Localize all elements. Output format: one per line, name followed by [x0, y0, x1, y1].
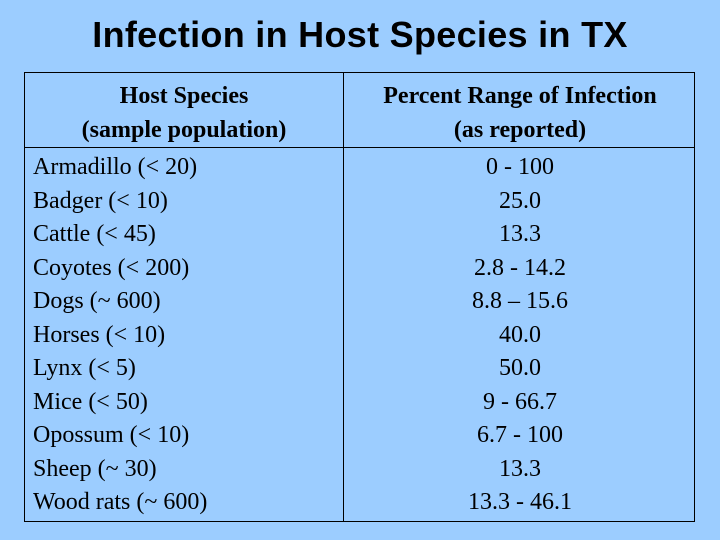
range-cell: 0 - 100: [486, 154, 554, 180]
header-percent-range-line-1: Percent Range of Infection: [383, 83, 657, 109]
species-cell: Wood rats (~ 600): [33, 489, 208, 515]
range-cell: 8.8 – 15.6: [472, 288, 568, 314]
header-host-species-line-2: (sample population): [81, 117, 287, 143]
species-cell: Horses (< 10): [33, 321, 166, 348]
range-cell: 13.3 - 46.1: [468, 489, 572, 515]
species-cell: Dogs (~ 600): [33, 288, 161, 314]
range-cell: 6.7 - 100: [477, 422, 563, 448]
slide-title: Infection in Host Species in TX: [92, 14, 628, 55]
range-cell: 50.0: [499, 355, 541, 381]
species-cell: Coyotes (< 200): [33, 254, 190, 281]
species-cell: Badger (< 10): [33, 187, 168, 214]
species-cell: Lynx (< 5): [33, 355, 136, 381]
range-list: 0 - 100 25.0 13.3 2.8 - 14.2 8.8 – 15.6 …: [344, 151, 696, 520]
range-cell: 25.0: [499, 187, 541, 214]
species-cell: Mice (< 50): [33, 388, 148, 415]
range-cell: 40.0: [499, 321, 541, 348]
range-cell: 2.8 - 14.2: [474, 254, 566, 281]
species-cell: Opossum (< 10): [33, 422, 190, 448]
header-host-species-line-1: Host Species: [119, 83, 249, 109]
header-host-species: Host Species (sample population): [25, 79, 343, 147]
header-divider: [25, 147, 694, 148]
species-cell: Sheep (~ 30): [33, 455, 157, 482]
header-percent-range-line-2: (as reported): [453, 117, 587, 143]
species-list: Armadillo (< 20) Badger (< 10) Cattle (<…: [33, 151, 339, 520]
range-cell: 9 - 66.7: [483, 388, 557, 415]
column-divider: [343, 73, 344, 521]
species-cell: Cattle (< 45): [33, 221, 156, 247]
range-cell: 13.3: [499, 221, 541, 247]
infection-table: Host Species (sample population) Percent…: [24, 72, 695, 522]
species-cell: Armadillo (< 20): [33, 154, 198, 180]
range-cell: 13.3: [499, 455, 541, 482]
header-percent-range: Percent Range of Infection (as reported): [344, 79, 696, 147]
